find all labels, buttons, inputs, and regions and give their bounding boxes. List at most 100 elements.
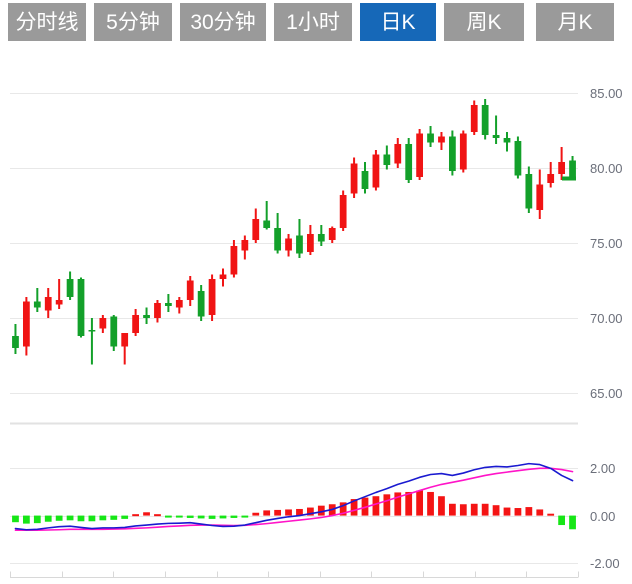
macd-histogram-bar bbox=[88, 515, 96, 522]
macd-histogram-bar bbox=[22, 515, 30, 524]
candle-body bbox=[470, 105, 478, 132]
candle-body bbox=[197, 291, 205, 317]
timeframe-tab-label: 1小时 bbox=[286, 10, 340, 34]
macd-histogram-bar bbox=[525, 507, 533, 516]
candle-body bbox=[405, 144, 413, 180]
candle-body bbox=[503, 138, 511, 143]
candle-body bbox=[481, 105, 489, 135]
macd-histogram-bar bbox=[296, 508, 303, 516]
price-axis-label: 85.00 bbox=[590, 86, 623, 101]
macd-histogram-bar bbox=[503, 507, 511, 516]
candle-body bbox=[219, 274, 227, 279]
macd-dea-line bbox=[14, 467, 574, 532]
candle-body bbox=[99, 318, 107, 329]
macd-histogram-bar bbox=[350, 499, 358, 516]
candle-body bbox=[416, 133, 424, 177]
candle-body bbox=[306, 234, 314, 252]
candle-body bbox=[372, 154, 380, 188]
macd-histogram-bar bbox=[132, 514, 140, 517]
timeframe-tab-6[interactable]: 月K bbox=[536, 3, 614, 41]
timeframe-tab-label: 月K bbox=[557, 10, 593, 34]
macd-histogram-bar bbox=[175, 515, 183, 518]
candle-body bbox=[274, 228, 282, 251]
macd-histogram-bar bbox=[143, 512, 150, 516]
candle-body bbox=[186, 280, 194, 300]
macd-histogram-bar bbox=[427, 491, 434, 516]
candle-body bbox=[492, 135, 500, 138]
macd-histogram-bar bbox=[448, 503, 456, 516]
candle-body bbox=[22, 301, 30, 347]
timeframe-tab-label: 分时线 bbox=[15, 10, 79, 34]
macd-histogram-bar bbox=[372, 496, 380, 516]
macd-histogram-bar bbox=[306, 507, 314, 516]
macd-histogram-bar bbox=[77, 515, 85, 522]
macd-histogram-bar bbox=[558, 515, 566, 526]
candle-body bbox=[383, 154, 391, 165]
macd-histogram-bar bbox=[154, 514, 161, 517]
macd-histogram-bar bbox=[459, 504, 467, 516]
timeframe-tab-5[interactable]: 周K bbox=[444, 3, 524, 41]
candle-body bbox=[296, 235, 303, 254]
macd-histogram-bar bbox=[481, 503, 489, 516]
macd-histogram-bar bbox=[438, 496, 445, 516]
candle-body bbox=[558, 162, 566, 174]
macd-histogram-bar bbox=[405, 491, 413, 516]
timeframe-tab-3[interactable]: 1小时 bbox=[274, 3, 352, 41]
timeframe-tab-1[interactable]: 5分钟 bbox=[94, 3, 172, 41]
timeframe-tab-2[interactable]: 30分钟 bbox=[180, 3, 266, 41]
candle-body bbox=[154, 303, 161, 318]
candle-body bbox=[263, 220, 271, 228]
macd-histogram-bar bbox=[186, 515, 194, 518]
timeframe-tab-label: 周K bbox=[466, 10, 502, 34]
candle-body bbox=[317, 234, 325, 242]
macd-histogram-bar bbox=[110, 515, 118, 520]
macd-axis-label: 0.00 bbox=[590, 509, 615, 524]
macd-histogram-bar bbox=[99, 515, 107, 521]
candle-body bbox=[88, 330, 96, 332]
candle-body bbox=[44, 297, 52, 311]
timeframe-tab-label: 日K bbox=[380, 10, 416, 34]
candle-body bbox=[350, 163, 358, 194]
macd-histogram-bar bbox=[514, 508, 522, 516]
macd-histogram-bar bbox=[121, 515, 129, 519]
candle-body bbox=[12, 336, 19, 348]
timeframe-tab-4[interactable]: 日K bbox=[360, 3, 436, 41]
macd-histogram-bar bbox=[252, 512, 260, 516]
macd-histogram-bar bbox=[44, 515, 52, 522]
candle-body bbox=[33, 301, 41, 308]
timeframe-tab-label: 30分钟 bbox=[190, 10, 256, 34]
macd-histogram-bar bbox=[547, 513, 555, 516]
candle-body bbox=[328, 228, 336, 240]
price-axis-label: 65.00 bbox=[590, 386, 623, 401]
macd-histogram-bar bbox=[569, 515, 576, 530]
candle-body bbox=[66, 279, 74, 297]
macd-histogram-bar bbox=[230, 515, 238, 518]
macd-histogram-bar bbox=[394, 492, 402, 516]
candle-body bbox=[536, 184, 544, 210]
macd-histogram-bar bbox=[33, 515, 41, 524]
macd-histogram-bar bbox=[164, 515, 172, 518]
candle-body bbox=[55, 300, 63, 305]
macd-axis-label: 2.00 bbox=[590, 461, 615, 476]
timeframe-tab-0[interactable]: 分时线 bbox=[8, 3, 86, 41]
candle-body bbox=[547, 174, 555, 183]
macd-histogram-bar bbox=[263, 510, 271, 516]
macd-histogram-bar bbox=[55, 515, 63, 521]
stock-chart-svg: 85.00 80.00 75.00 70.00 65.00 2.00 0.00 -2.00 bbox=[10, 86, 623, 578]
macd-histogram-bar bbox=[470, 503, 478, 516]
candle-body bbox=[339, 195, 347, 228]
candle-body bbox=[241, 240, 249, 251]
candle-body bbox=[514, 141, 522, 176]
macd-histogram-bar bbox=[383, 494, 391, 516]
macd-histogram-bar bbox=[241, 515, 249, 518]
candle-body bbox=[427, 133, 434, 143]
last-price-marker bbox=[562, 176, 576, 181]
macd-axis-label: -2.00 bbox=[590, 556, 620, 571]
macd-histogram-bar bbox=[492, 505, 500, 516]
macd-histogram-bar bbox=[66, 515, 74, 521]
macd-histogram-bar bbox=[339, 502, 347, 516]
macd-histogram-bar bbox=[208, 515, 216, 519]
macd-histogram-bar bbox=[12, 515, 19, 523]
candle-body bbox=[132, 315, 140, 333]
macd-histogram-bar bbox=[197, 515, 205, 519]
